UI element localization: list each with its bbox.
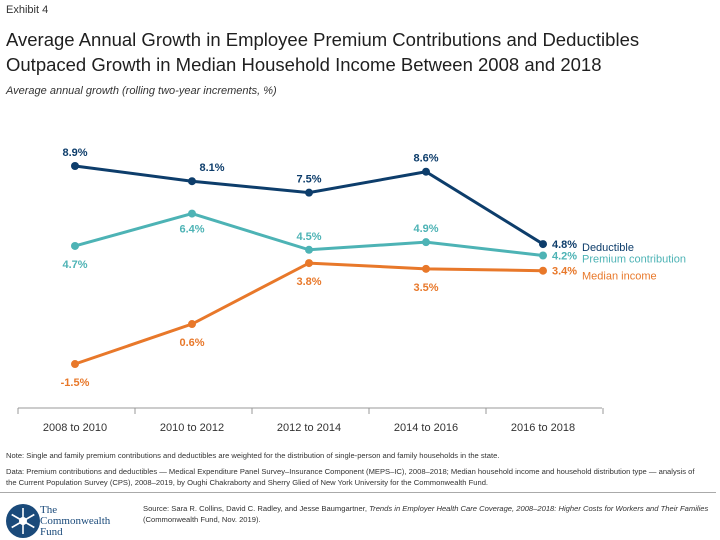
deductible-data-label: 7.5%	[296, 174, 321, 186]
x-tick-label: 2016 to 2018	[511, 422, 575, 434]
x-tick-label: 2014 to 2016	[394, 422, 458, 434]
source-suffix: (Commonwealth Fund, Nov. 2019).	[143, 515, 261, 524]
median-income-data-label: -1.5%	[61, 377, 90, 389]
median-income-data-label: 3.5%	[413, 282, 438, 294]
median-income-point	[422, 264, 430, 273]
median-income-data-label: 0.6%	[179, 337, 204, 349]
legend-deductible: Deductible	[582, 242, 634, 254]
deductible-point	[71, 162, 79, 170]
chart-title: Average Annual Growth in Employee Premiu…	[6, 29, 640, 75]
data-text: Data: Premium contributions and deductib…	[6, 467, 695, 487]
deductible-point	[422, 167, 430, 176]
logo-text: The Commonwealth Fund	[40, 504, 111, 538]
median-income-data-label: 3.8%	[296, 276, 321, 288]
median-income-point	[188, 320, 196, 329]
chart-subtitle: Average annual growth (rolling two-year …	[6, 85, 277, 97]
note-text: Note: Single and family premium contribu…	[6, 451, 500, 460]
divider	[0, 492, 716, 493]
premium-contribution-data-label: 4.2%	[552, 250, 577, 262]
source-text: Source: Sara R. Collins, David C. Radley…	[143, 503, 713, 525]
premium-contribution-point	[71, 241, 79, 250]
x-tick-label: 2012 to 2014	[277, 422, 341, 434]
x-tick-label: 2010 to 2012	[160, 422, 224, 434]
deductible-data-label: 8.9%	[62, 147, 87, 159]
deductible-point	[188, 177, 196, 186]
premium-contribution-data-label: 4.9%	[413, 223, 438, 235]
legend-premium-contribution: Premium contribution	[582, 253, 686, 265]
legend-median-income: Median income	[582, 271, 657, 283]
deductible-data-label: 8.1%	[199, 162, 224, 174]
commonwealth-fund-logo-icon	[6, 504, 40, 538]
median-income-point	[71, 360, 79, 369]
premium-contribution-point	[422, 238, 430, 247]
premium-contribution-point	[539, 251, 547, 260]
source-title: Trends in Employer Health Care Coverage,…	[369, 504, 709, 513]
premium-contribution-point	[305, 245, 313, 254]
deductible-point	[305, 188, 313, 197]
median-income-point	[539, 266, 547, 275]
deductible-point	[539, 240, 547, 249]
premium-contribution-data-label: 4.7%	[62, 259, 87, 271]
premium-contribution-data-label: 4.5%	[296, 231, 321, 243]
x-tick-label: 2008 to 2010	[43, 422, 107, 434]
line-chart: 2008 to 2010 2010 to 2012 2012 to 2014 2014…	[17, 147, 686, 434]
median-income-data-label: 3.4%	[552, 266, 577, 278]
deductible-data-label: 4.8%	[552, 239, 577, 251]
premium-contribution-point	[188, 209, 196, 218]
premium-contribution-data-label: 6.4%	[179, 224, 204, 236]
source-prefix: Source: Sara R. Collins, David C. Radley…	[143, 504, 370, 513]
median-income-point	[305, 259, 313, 268]
deductible-data-label: 8.6%	[413, 153, 438, 165]
exhibit-label: Exhibit 4	[6, 4, 49, 16]
